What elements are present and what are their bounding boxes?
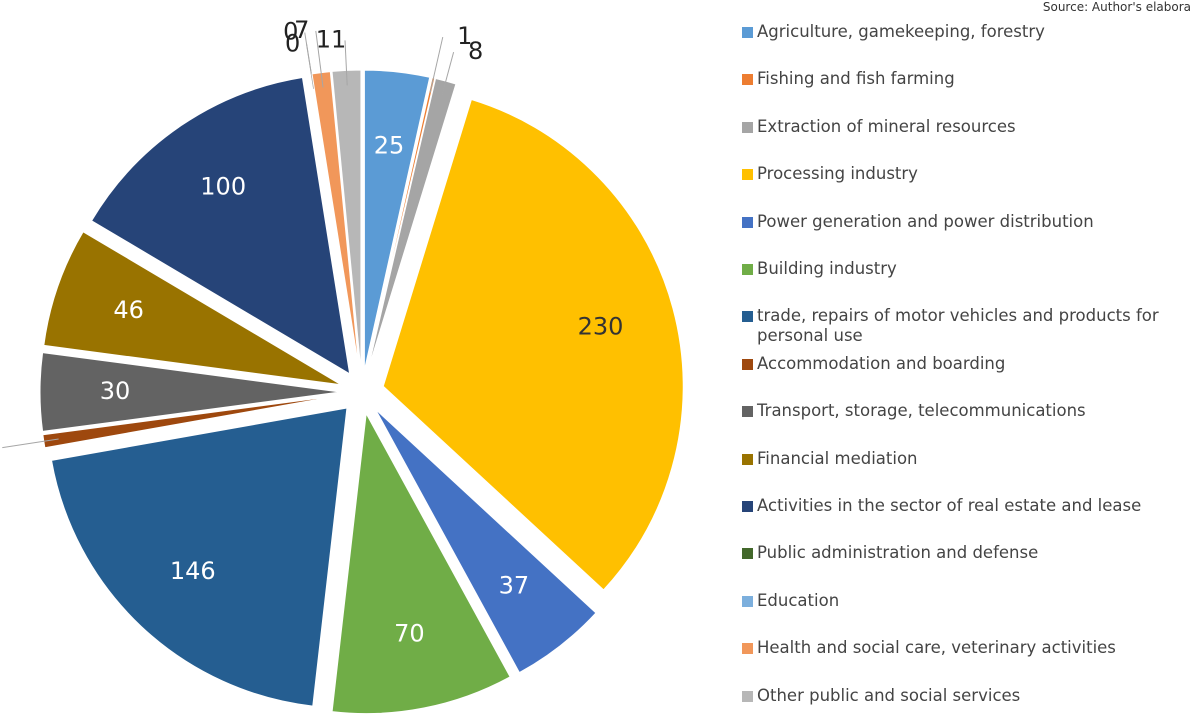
legend-label: Building industry: [757, 259, 897, 278]
data-label: 0: [285, 29, 300, 57]
data-label: 100: [200, 173, 246, 201]
legend-swatch: [742, 548, 753, 560]
legend-swatch: [742, 311, 753, 323]
legend-label: Other public and social services: [757, 685, 1021, 705]
leader-line: [306, 44, 315, 89]
pie-slice: [43, 231, 342, 386]
legend-item: Public administration and defense: [742, 543, 1190, 563]
legend-label: trade, repairs of motor vehicles and pro…: [757, 306, 1159, 346]
data-label: 1: [457, 22, 472, 50]
legend-swatch: [742, 74, 753, 86]
legend-item: Health and social care, veterinary activ…: [742, 638, 1190, 658]
legend-item: Extraction of mineral resources: [742, 117, 1190, 137]
legend-item: Fishing and fish farming: [742, 69, 1190, 89]
legend-item: trade, repairs of motor vehicles and pro…: [742, 306, 1190, 346]
legend-item: Activities in the sector of real estate …: [742, 496, 1190, 516]
data-label: 30: [100, 377, 131, 405]
legend-label: Public administration and defense: [757, 543, 1039, 563]
legend-swatch: [742, 121, 753, 133]
legend-swatch: [742, 358, 753, 370]
data-label: 46: [113, 296, 144, 324]
pie-slice: [375, 408, 597, 674]
leader-line: [429, 36, 444, 93]
pie-slice: [363, 69, 431, 371]
leader-line: [344, 40, 348, 86]
legend-label: Health and social care, veterinary activ…: [757, 638, 1116, 658]
legend-item: Power generation and power distribution: [742, 212, 1190, 232]
data-label: 230: [578, 313, 624, 341]
legend-swatch: [742, 690, 753, 702]
legend-swatch: [742, 264, 753, 275]
data-label: 0: [283, 18, 298, 46]
legend-item: Agriculture, gamekeeping, forestry: [742, 22, 1190, 42]
data-label: 7: [294, 16, 309, 44]
legend-item: Other public and social services: [742, 686, 1190, 706]
legend-label: Activities in the sector of real estate …: [757, 496, 1142, 515]
legend-label: Processing industry: [757, 164, 918, 184]
legend-label: Education: [757, 590, 840, 610]
legend-label: Fishing and fish farming: [757, 69, 955, 89]
source-note: Source: Author's elaboration: [1042, 0, 1190, 14]
pie-slice: [331, 411, 511, 715]
legend-swatch: [742, 595, 753, 607]
legend-item: Processing industry: [742, 164, 1190, 184]
legend-swatch: [742, 216, 753, 228]
data-label: 25: [374, 131, 405, 159]
pie-slice: [382, 98, 684, 591]
legend-item: Financial mediation: [742, 449, 1190, 469]
legend-swatch: [742, 453, 753, 465]
legend-item: Accommodation and boarding: [742, 354, 1190, 374]
pie-slice: [50, 407, 348, 707]
legend-label: Financial mediation: [757, 448, 918, 468]
legend-label: Extraction of mineral resources: [757, 116, 1016, 136]
data-label: 146: [170, 557, 216, 585]
data-label: 8: [468, 37, 483, 65]
legend-label: Power generation and power distribution: [757, 211, 1094, 231]
data-label: 37: [499, 572, 530, 600]
data-label: 70: [394, 619, 425, 647]
data-label: 11: [316, 25, 347, 53]
legend-swatch: [742, 169, 753, 181]
legend-item: Building industry: [742, 259, 1190, 279]
legend-label: Transport, storage, telecommunications: [757, 401, 1086, 421]
legend-swatch: [742, 501, 753, 512]
leader-line: [2, 438, 59, 449]
legend-item: Transport, storage, telecommunications: [742, 401, 1190, 421]
pie-slice: [90, 76, 351, 375]
pie-slice: [39, 352, 341, 432]
legend-swatch: [742, 643, 753, 655]
legend-label: Accommodation and boarding: [757, 353, 1006, 373]
legend-item: Education: [742, 591, 1190, 611]
legend-swatch: [742, 406, 753, 418]
legend-label: Agriculture, gamekeeping, forestry: [757, 22, 1045, 41]
leader-line: [315, 30, 324, 88]
legend-swatch: [742, 27, 753, 38]
leader-line: [441, 51, 455, 96]
